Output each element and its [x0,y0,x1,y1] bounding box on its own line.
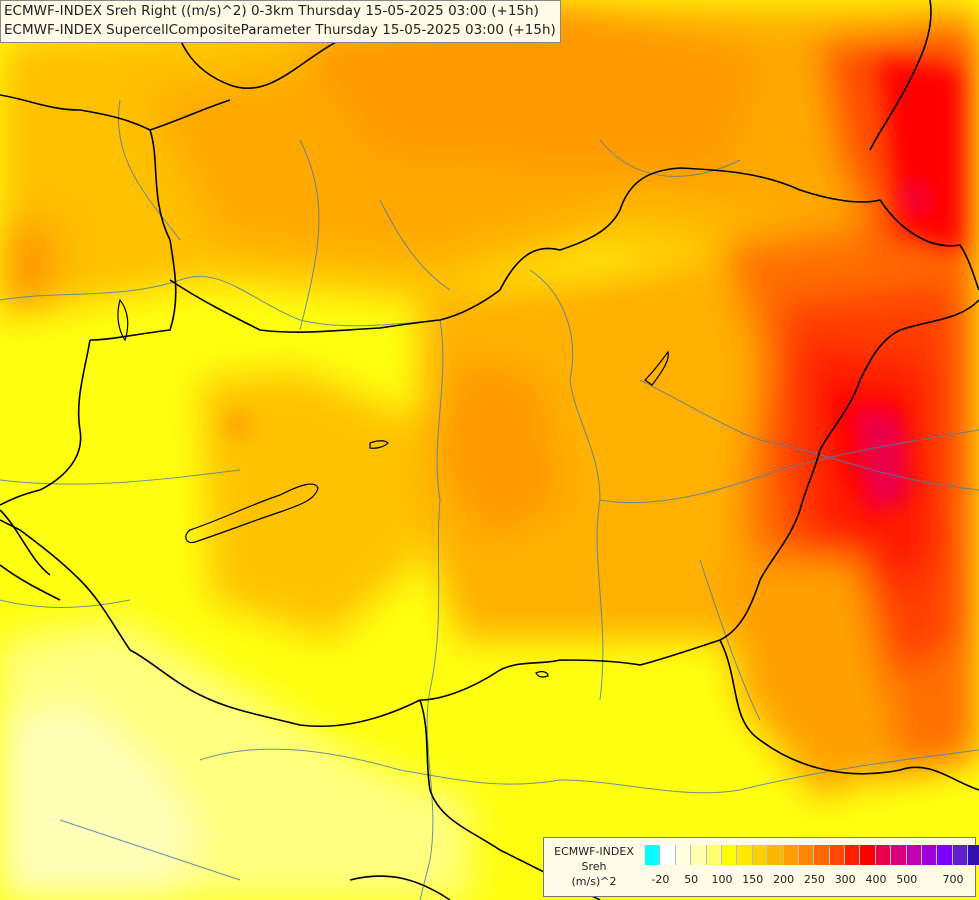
lakes [117,298,669,678]
legend-tick-label: 400 [865,873,887,886]
legend-tick-label: 250 [803,873,825,886]
legend-swatch [968,845,979,865]
legend-swatch [645,845,661,865]
legend-swatch [706,845,722,865]
title-line-scp: ECMWF-INDEX SupercellCompositeParameter … [4,22,556,38]
legend-swatch [906,845,923,865]
legend-tick-label: 300 [834,873,856,886]
legend-swatch [937,845,953,865]
legend-swatch [798,845,815,865]
legend-swatch [845,845,861,865]
legend-tick-label: -20 [651,873,670,886]
legend-tick-labels: -20 50 100 150 200 250 300 400 500 700 [645,873,970,889]
legend-swatch [752,845,769,865]
legend-swatch [952,845,969,865]
legend-swatch [721,845,738,865]
legend-unit: (m/s)^2 [571,875,617,888]
map-title-box: ECMWF-INDEX Sreh Right ((m/s)^2) 0-3km T… [0,0,561,43]
title-line-sreh: ECMWF-INDEX Sreh Right ((m/s)^2) 0-3km T… [4,3,539,19]
legend-swatch [891,845,907,865]
legend-swatch [660,845,676,865]
legend-swatch [875,845,892,865]
legend-swatch [768,845,784,865]
legend-color-scale [645,845,979,865]
legend-swatch [829,845,846,865]
legend-tick-label: 500 [896,873,918,886]
legend-swatch [783,845,799,865]
legend-parameter: Sreh [581,860,607,873]
legend-swatch [922,845,938,865]
sreh-core [226,60,960,520]
legend-tick-label: 700 [942,873,964,886]
legend-swatch [814,845,830,865]
color-legend: ECMWF-INDEX Sreh (m/s)^2 -20 50 100 150 200 2… [543,837,979,897]
rivers [0,99,979,900]
legend-tick-label: 50 [684,873,699,886]
legend-swatch [691,845,707,865]
legend-swatch [675,845,692,865]
legend-swatch [737,845,753,865]
legend-tick-label: 150 [742,873,764,886]
legend-tick-label: 100 [711,873,733,886]
legend-model: ECMWF-INDEX [554,845,634,858]
legend-tick-label: 200 [773,873,795,886]
legend-swatch [860,845,876,865]
legend-product-label: ECMWF-INDEX Sreh (m/s)^2 [548,844,640,889]
